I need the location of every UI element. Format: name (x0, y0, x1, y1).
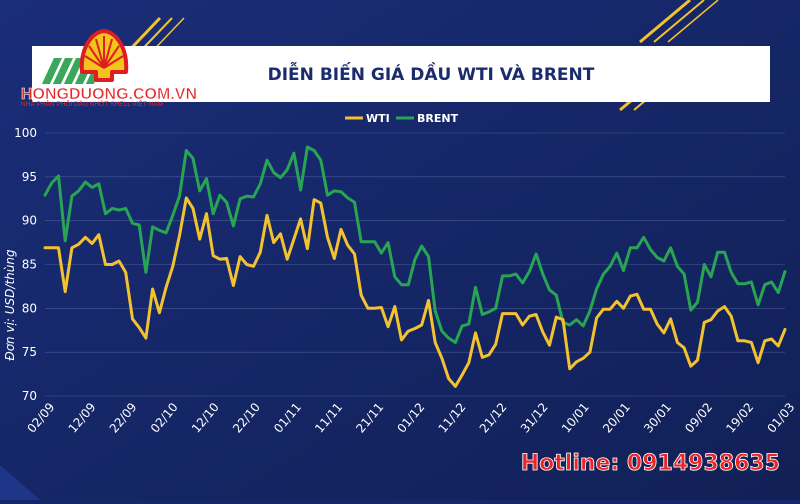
y-tick-label: 95 (22, 170, 37, 184)
gridlines (45, 132, 785, 397)
y-axis-label: Đơn vị: USD/thùng (3, 249, 17, 361)
series-lines (43, 145, 787, 388)
series-line-brent (43, 145, 787, 344)
brand-name: HONGDUONG.COM.VN (21, 86, 197, 103)
series-line-wti (43, 196, 787, 388)
y-tick-label: 75 (22, 345, 37, 359)
shell-pecten-icon (79, 29, 129, 82)
legend-label-brent: BRENT (417, 112, 459, 125)
y-tick-label: 90 (22, 214, 37, 228)
brand-tagline: NHÀ PHÂN PHỐI DẦU NHỚT SHELL VIỆT NAM (21, 98, 163, 108)
y-tick-label: 70 (22, 389, 37, 403)
legend: WTI BRENT (345, 112, 459, 125)
hotline-text: Hotline: 0914938635 (521, 451, 780, 476)
title-bar (32, 46, 770, 102)
chart-title: DIỄN BIẾN GIÁ DẦU WTI VÀ BRENT (268, 60, 595, 85)
y-axis-ticks: 70 75 80 85 90 95 100 (14, 126, 37, 403)
y-tick-label: 100 (14, 126, 37, 140)
y-tick-label: 80 (22, 301, 37, 315)
legend-label-wti: WTI (366, 112, 390, 125)
y-tick-label: 85 (22, 258, 37, 272)
